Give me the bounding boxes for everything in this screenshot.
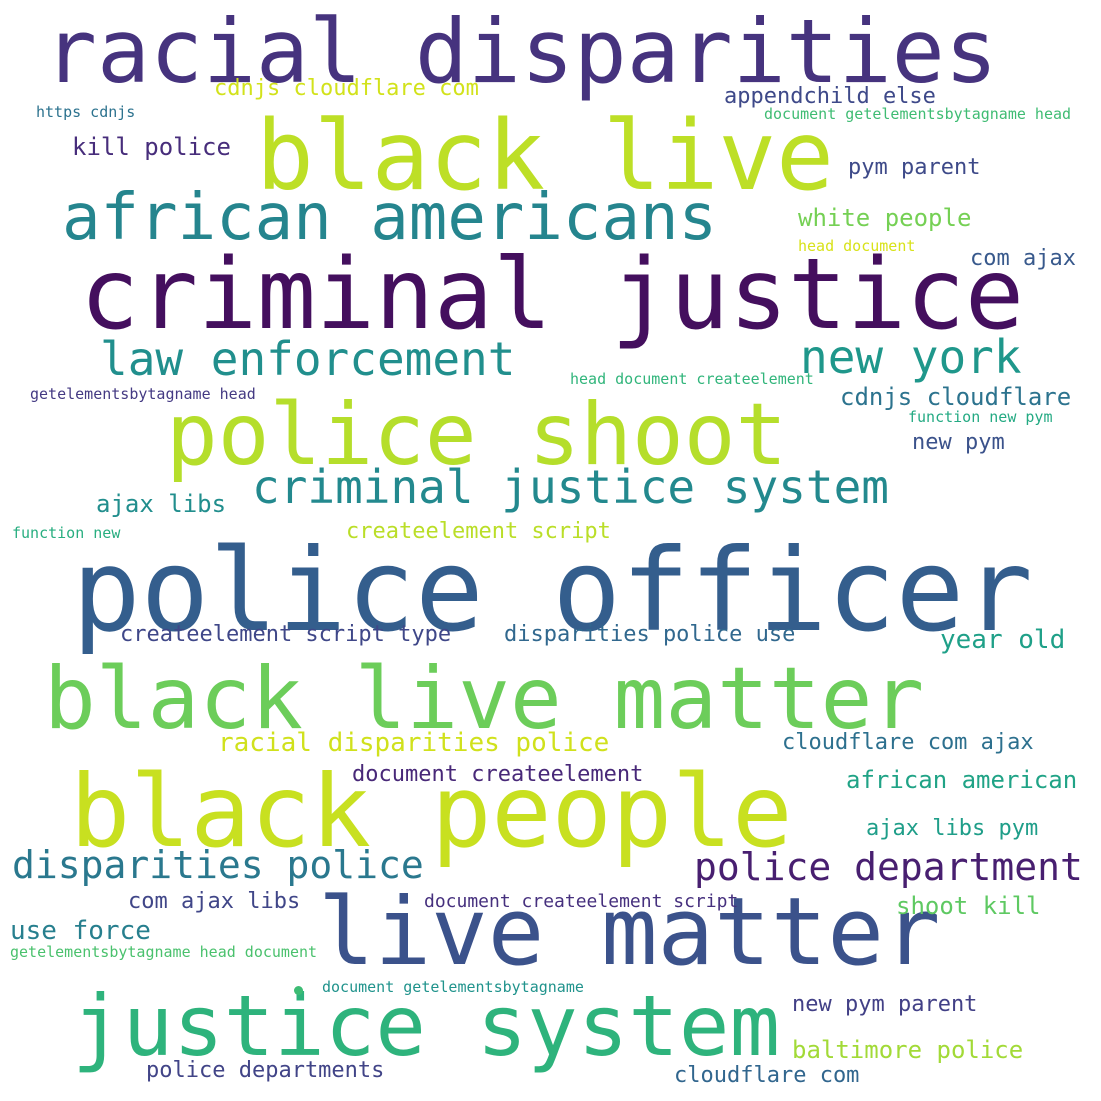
cloud-word: document getelementsbytagname — [322, 978, 584, 996]
cloud-word: cdnjs cloudflare com — [214, 76, 479, 101]
cloud-word: com ajax — [970, 246, 1076, 271]
cloud-word: disparities police use — [504, 622, 796, 647]
cloud-word: criminal justice — [80, 238, 1025, 352]
cloud-word: ajax libs — [96, 490, 227, 518]
cloud-word: new york — [800, 330, 1022, 384]
cloud-word: new pym parent — [792, 992, 978, 1017]
cloud-word: com ajax libs — [128, 889, 301, 914]
cloud-word: police shoot — [166, 385, 788, 485]
cloud-word: black people — [70, 753, 793, 870]
cloud-word: createelement script type — [120, 622, 452, 647]
cloud-word: law enforcement — [100, 332, 516, 386]
cloud-word: document createelement — [352, 762, 644, 787]
decorative-dot — [294, 986, 303, 995]
cloud-word: year old — [940, 625, 1066, 655]
cloud-word: criminal justice system — [252, 460, 889, 514]
cloud-word: justice system — [72, 977, 781, 1075]
cloud-word: police department — [694, 845, 1083, 889]
cloud-word: disparities police — [12, 843, 424, 887]
cloud-word: new pym — [912, 430, 1005, 455]
cloud-word: createelement script — [346, 519, 611, 544]
cloud-word: cloudflare com ajax — [782, 730, 1034, 755]
cloud-word: appendchild else — [724, 84, 936, 109]
cloud-word: black live — [256, 100, 834, 212]
cloud-word: baltimore police — [792, 1036, 1024, 1064]
cloud-word: head document — [798, 237, 916, 255]
cloud-word: black live matter — [44, 649, 925, 749]
cloud-word: police departments — [146, 1058, 385, 1083]
cloud-word: kill police — [72, 133, 231, 161]
cloud-word: document getelementsbytagname head — [764, 105, 1072, 123]
cloud-word: african american — [846, 766, 1078, 794]
cloud-word: african americans — [62, 181, 718, 255]
cloud-word: document createelement script — [424, 891, 739, 912]
cloud-word: function new pym — [908, 408, 1053, 426]
cloud-word: cloudflare com — [674, 1063, 860, 1088]
cloud-word: racial disparities police — [218, 728, 610, 758]
cloud-word: pym parent — [848, 155, 981, 180]
cloud-word: white people — [798, 204, 972, 232]
cloud-word: ajax libs pym — [866, 816, 1039, 841]
cloud-word: racial disparities — [44, 0, 998, 103]
cloud-word: getelementsbytagname head document — [10, 943, 318, 961]
cloud-word: https cdnjs — [36, 103, 136, 121]
cloud-word: shoot kill — [896, 892, 1041, 920]
cloud-word: cdnjs cloudflare — [840, 383, 1072, 411]
cloud-word: police officer — [72, 524, 1033, 657]
cloud-word: getelementsbytagname head — [30, 385, 256, 403]
cloud-word: live matter — [318, 878, 941, 987]
cloud-word: use force — [10, 916, 151, 946]
cloud-word: function new — [12, 524, 121, 542]
cloud-word: head document createelement — [570, 370, 814, 388]
